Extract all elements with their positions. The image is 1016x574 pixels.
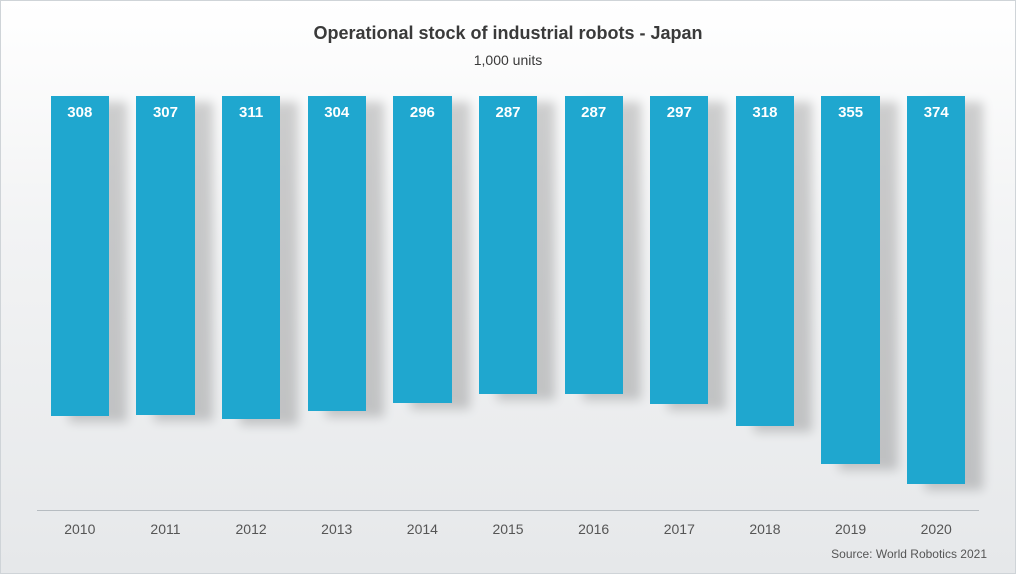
bar-slot: 287: [551, 96, 637, 511]
bar-value-label: 287: [479, 104, 537, 121]
x-axis-label: 2019: [808, 511, 894, 543]
bar: 311: [222, 96, 280, 419]
x-axis: 2010201120122013201420152016201720182019…: [29, 511, 987, 543]
bar-value-label: 355: [821, 104, 879, 121]
bar-value-label: 308: [51, 104, 109, 121]
bars-container: 308 307 311 304 296 287 287 297 318 355 374: [29, 96, 987, 511]
x-axis-label: 2011: [123, 511, 209, 543]
x-axis-label: 2013: [294, 511, 380, 543]
bar: 296: [393, 96, 451, 403]
bar: 287: [479, 96, 537, 394]
bar-slot: 297: [636, 96, 722, 511]
bar-slot: 304: [294, 96, 380, 511]
x-axis-label: 2018: [722, 511, 808, 543]
x-axis-label: 2012: [208, 511, 294, 543]
bar: 297: [650, 96, 708, 404]
bar-slot: 287: [465, 96, 551, 511]
bar-slot: 318: [722, 96, 808, 511]
chart-subtitle: 1,000 units: [29, 52, 987, 68]
source-label: Source: World Robotics 2021: [29, 547, 987, 561]
bar: 307: [136, 96, 194, 415]
bar: 287: [565, 96, 623, 394]
bar: 304: [308, 96, 366, 411]
x-axis-label: 2020: [893, 511, 979, 543]
bar-slot: 374: [893, 96, 979, 511]
bar-slot: 311: [208, 96, 294, 511]
bar: 374: [907, 96, 965, 484]
bar-slot: 355: [808, 96, 894, 511]
chart-title: Operational stock of industrial robots -…: [29, 23, 987, 44]
bar-value-label: 307: [136, 104, 194, 121]
x-axis-label: 2015: [465, 511, 551, 543]
bar: 355: [821, 96, 879, 464]
bar-value-label: 311: [222, 104, 280, 121]
x-axis-label: 2010: [37, 511, 123, 543]
x-axis-label: 2014: [380, 511, 466, 543]
bar-value-label: 287: [565, 104, 623, 121]
bar: 318: [736, 96, 794, 426]
x-axis-label: 2016: [551, 511, 637, 543]
chart-frame: Operational stock of industrial robots -…: [0, 0, 1016, 574]
bar-value-label: 297: [650, 104, 708, 121]
bar-slot: 307: [123, 96, 209, 511]
bar-value-label: 304: [308, 104, 366, 121]
bar: 308: [51, 96, 109, 416]
bar-value-label: 296: [393, 104, 451, 121]
bar-value-label: 374: [907, 104, 965, 121]
bar-slot: 296: [380, 96, 466, 511]
x-axis-label: 2017: [636, 511, 722, 543]
bar-value-label: 318: [736, 104, 794, 121]
bar-slot: 308: [37, 96, 123, 511]
plot-area: 308307311304296287287297318355374 201020…: [29, 96, 987, 543]
